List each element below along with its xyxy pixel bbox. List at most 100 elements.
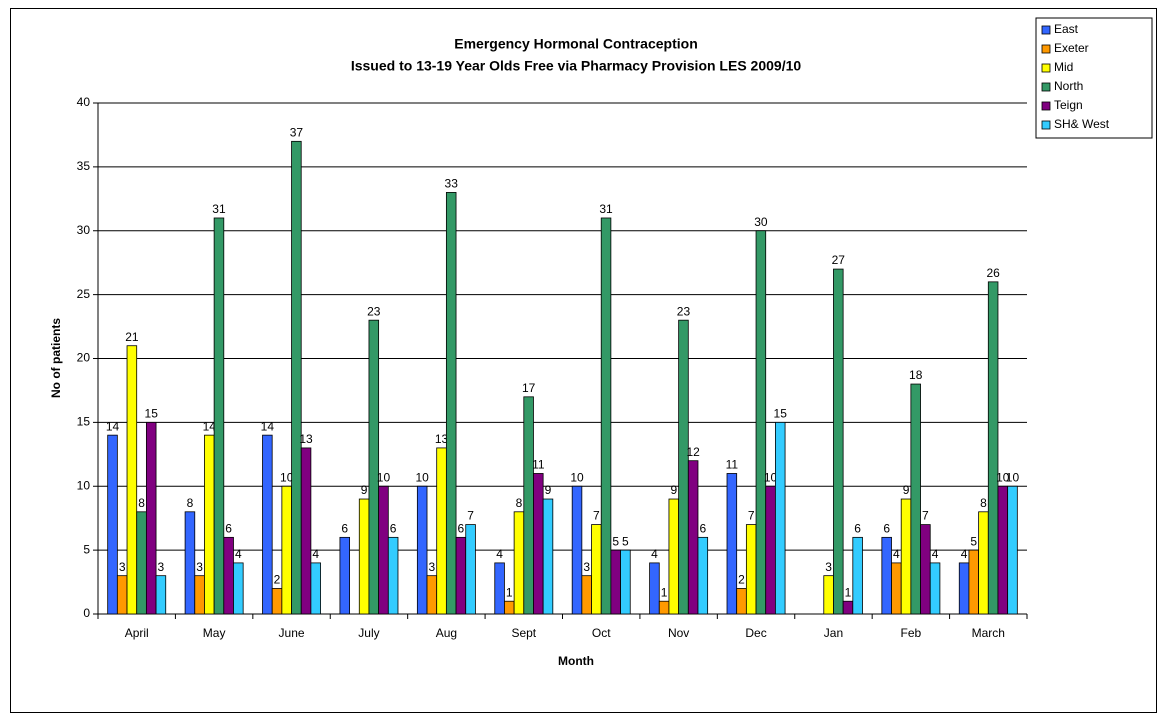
bar bbox=[755, 230, 767, 615]
data-label: 4 bbox=[235, 547, 242, 561]
bar bbox=[668, 498, 680, 615]
bar bbox=[891, 562, 902, 615]
x-tick-label: March bbox=[972, 626, 1005, 640]
y-axis-label: No of patients bbox=[49, 318, 63, 398]
bar bbox=[426, 575, 438, 615]
data-label: 10 bbox=[416, 470, 430, 484]
x-tick-label: June bbox=[279, 626, 305, 640]
data-label: 8 bbox=[980, 496, 987, 510]
bar bbox=[233, 562, 244, 615]
legend-label: East bbox=[1054, 22, 1079, 36]
bar bbox=[194, 575, 205, 615]
bar bbox=[116, 575, 128, 615]
data-label: 4 bbox=[651, 547, 658, 561]
bar bbox=[910, 383, 921, 615]
bar bbox=[136, 511, 147, 615]
bar bbox=[881, 536, 892, 615]
bar bbox=[726, 473, 738, 615]
legend-swatch bbox=[1041, 44, 1051, 54]
data-label: 6 bbox=[854, 522, 861, 536]
x-tick-label: Oct bbox=[592, 626, 611, 640]
bar bbox=[920, 524, 931, 615]
bar bbox=[378, 485, 389, 615]
data-label: 10 bbox=[996, 470, 1010, 484]
bar bbox=[542, 498, 554, 615]
data-label: 4 bbox=[893, 547, 900, 561]
bar bbox=[678, 319, 689, 615]
data-label: 12 bbox=[686, 445, 700, 459]
data-label: 6 bbox=[341, 522, 348, 536]
data-label: 7 bbox=[467, 509, 474, 523]
x-tick-label: April bbox=[125, 626, 149, 640]
bar bbox=[513, 511, 525, 615]
bar bbox=[416, 485, 428, 615]
bar bbox=[445, 192, 457, 615]
data-label: 13 bbox=[299, 432, 313, 446]
bar bbox=[126, 345, 138, 615]
bar bbox=[204, 434, 215, 615]
data-label: 9 bbox=[670, 483, 677, 497]
data-label: 3 bbox=[196, 560, 203, 574]
bar bbox=[852, 536, 863, 615]
bar bbox=[533, 473, 544, 615]
data-label: 10 bbox=[764, 470, 778, 484]
bar bbox=[929, 562, 941, 615]
data-label: 30 bbox=[754, 215, 768, 229]
bar bbox=[213, 217, 225, 615]
data-label: 4 bbox=[932, 547, 939, 561]
data-label: 5 bbox=[622, 534, 629, 548]
bar bbox=[145, 421, 157, 615]
data-label: 11 bbox=[532, 458, 545, 472]
bar bbox=[620, 549, 631, 615]
bar bbox=[745, 524, 757, 615]
data-label: 5 bbox=[970, 534, 977, 548]
data-label: 6 bbox=[458, 522, 465, 536]
x-tick-label: Feb bbox=[901, 626, 922, 640]
bar bbox=[842, 600, 854, 615]
data-label: 10 bbox=[377, 470, 391, 484]
data-label: 18 bbox=[909, 368, 923, 382]
bar bbox=[107, 434, 118, 615]
data-label: 26 bbox=[986, 266, 1000, 280]
data-label: 15 bbox=[145, 407, 159, 421]
y-tick-label: 10 bbox=[77, 478, 91, 492]
legend-swatch bbox=[1041, 120, 1051, 130]
bar bbox=[591, 524, 602, 615]
data-label: 4 bbox=[312, 547, 319, 561]
data-label: 14 bbox=[203, 419, 217, 433]
bar bbox=[736, 588, 747, 615]
y-tick-label: 5 bbox=[83, 542, 90, 556]
x-tick-label: Aug bbox=[436, 626, 457, 640]
bar bbox=[465, 524, 476, 615]
data-label: 23 bbox=[367, 304, 381, 318]
y-tick-label: 40 bbox=[77, 95, 91, 109]
legend-swatch bbox=[1041, 25, 1051, 35]
data-label: 4 bbox=[496, 547, 503, 561]
legend-label: Exeter bbox=[1054, 41, 1089, 55]
data-label: 4 bbox=[961, 547, 968, 561]
bar bbox=[687, 460, 699, 615]
data-label: 1 bbox=[661, 585, 668, 599]
data-label: 2 bbox=[738, 573, 745, 587]
legend-swatch bbox=[1041, 101, 1051, 111]
data-label: 31 bbox=[212, 202, 226, 216]
bar bbox=[358, 498, 370, 615]
data-label: 15 bbox=[774, 407, 788, 421]
bar bbox=[610, 549, 621, 615]
bar bbox=[958, 562, 970, 615]
y-tick-label: 0 bbox=[83, 606, 90, 620]
data-label: 6 bbox=[390, 522, 397, 536]
x-axis-label: Month bbox=[558, 654, 594, 668]
bar bbox=[571, 485, 583, 615]
data-label: 9 bbox=[361, 483, 368, 497]
data-label: 11 bbox=[726, 458, 739, 472]
bar bbox=[600, 217, 612, 615]
data-label: 21 bbox=[125, 330, 139, 344]
x-tick-label: Dec bbox=[745, 626, 766, 640]
x-tick-label: Sept bbox=[511, 626, 536, 640]
data-label: 1 bbox=[845, 585, 852, 599]
bar bbox=[339, 536, 351, 615]
data-label: 7 bbox=[593, 509, 600, 523]
y-tick-label: 20 bbox=[77, 351, 91, 365]
